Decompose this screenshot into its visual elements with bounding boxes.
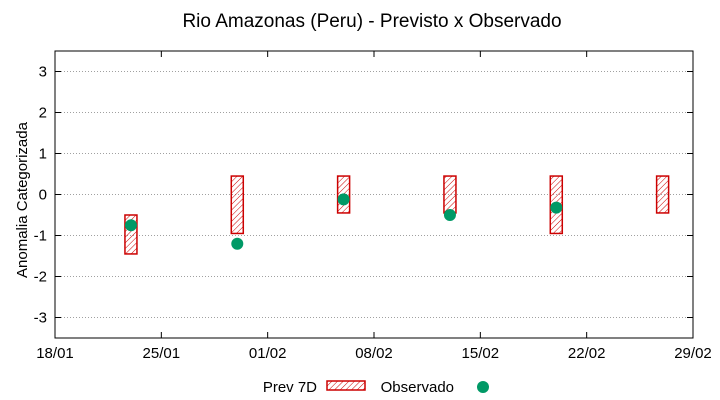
legend-label-observado: Observado: [381, 379, 454, 396]
plot-frame: [54, 50, 694, 339]
observed-point: [231, 237, 244, 250]
forecast-range-bar: [230, 175, 245, 235]
x-tick-label: 18/01: [36, 345, 74, 362]
legend-label-prev: Prev 7D: [263, 379, 317, 396]
y-tick-label: 0: [39, 187, 47, 204]
y-tick-label: 3: [39, 64, 47, 81]
legend: Prev 7D Observado: [263, 379, 489, 396]
x-axis-ticks: 18/01 25/01 01/02 08/02 15/02 22/02 29/02: [36, 51, 712, 362]
forecast-range-bar: [655, 175, 670, 214]
x-tick-label: 08/02: [355, 345, 393, 362]
x-tick-label: 01/02: [249, 345, 287, 362]
forecast-range-bar: [443, 175, 457, 214]
observed-point: [124, 219, 137, 232]
legend-swatch-observado: [477, 381, 489, 393]
chart-title: Rio Amazonas (Peru) - Previsto x Observa…: [182, 11, 561, 32]
y-tick-label: 1: [39, 146, 47, 163]
x-tick-label: 29/02: [674, 345, 712, 362]
grid-lines: [55, 71, 693, 318]
observed-point: [443, 209, 456, 221]
legend-swatch-prev: [326, 380, 366, 391]
y-tick-label: -1: [34, 228, 47, 245]
y-axis-ticks: 3 2 1 0 -1 -2 -3: [34, 64, 693, 327]
y-tick-label: -3: [34, 310, 47, 327]
data-marks: [124, 175, 670, 255]
y-axis-label: Anomalia Categorizada: [14, 121, 31, 278]
x-tick-label: 22/02: [568, 345, 606, 362]
x-tick-label: 25/01: [143, 345, 181, 362]
observed-point: [337, 193, 350, 206]
x-tick-label: 15/02: [462, 345, 500, 362]
y-tick-label: 2: [39, 105, 47, 122]
observed-point: [550, 201, 563, 214]
y-tick-label: -2: [34, 269, 47, 286]
